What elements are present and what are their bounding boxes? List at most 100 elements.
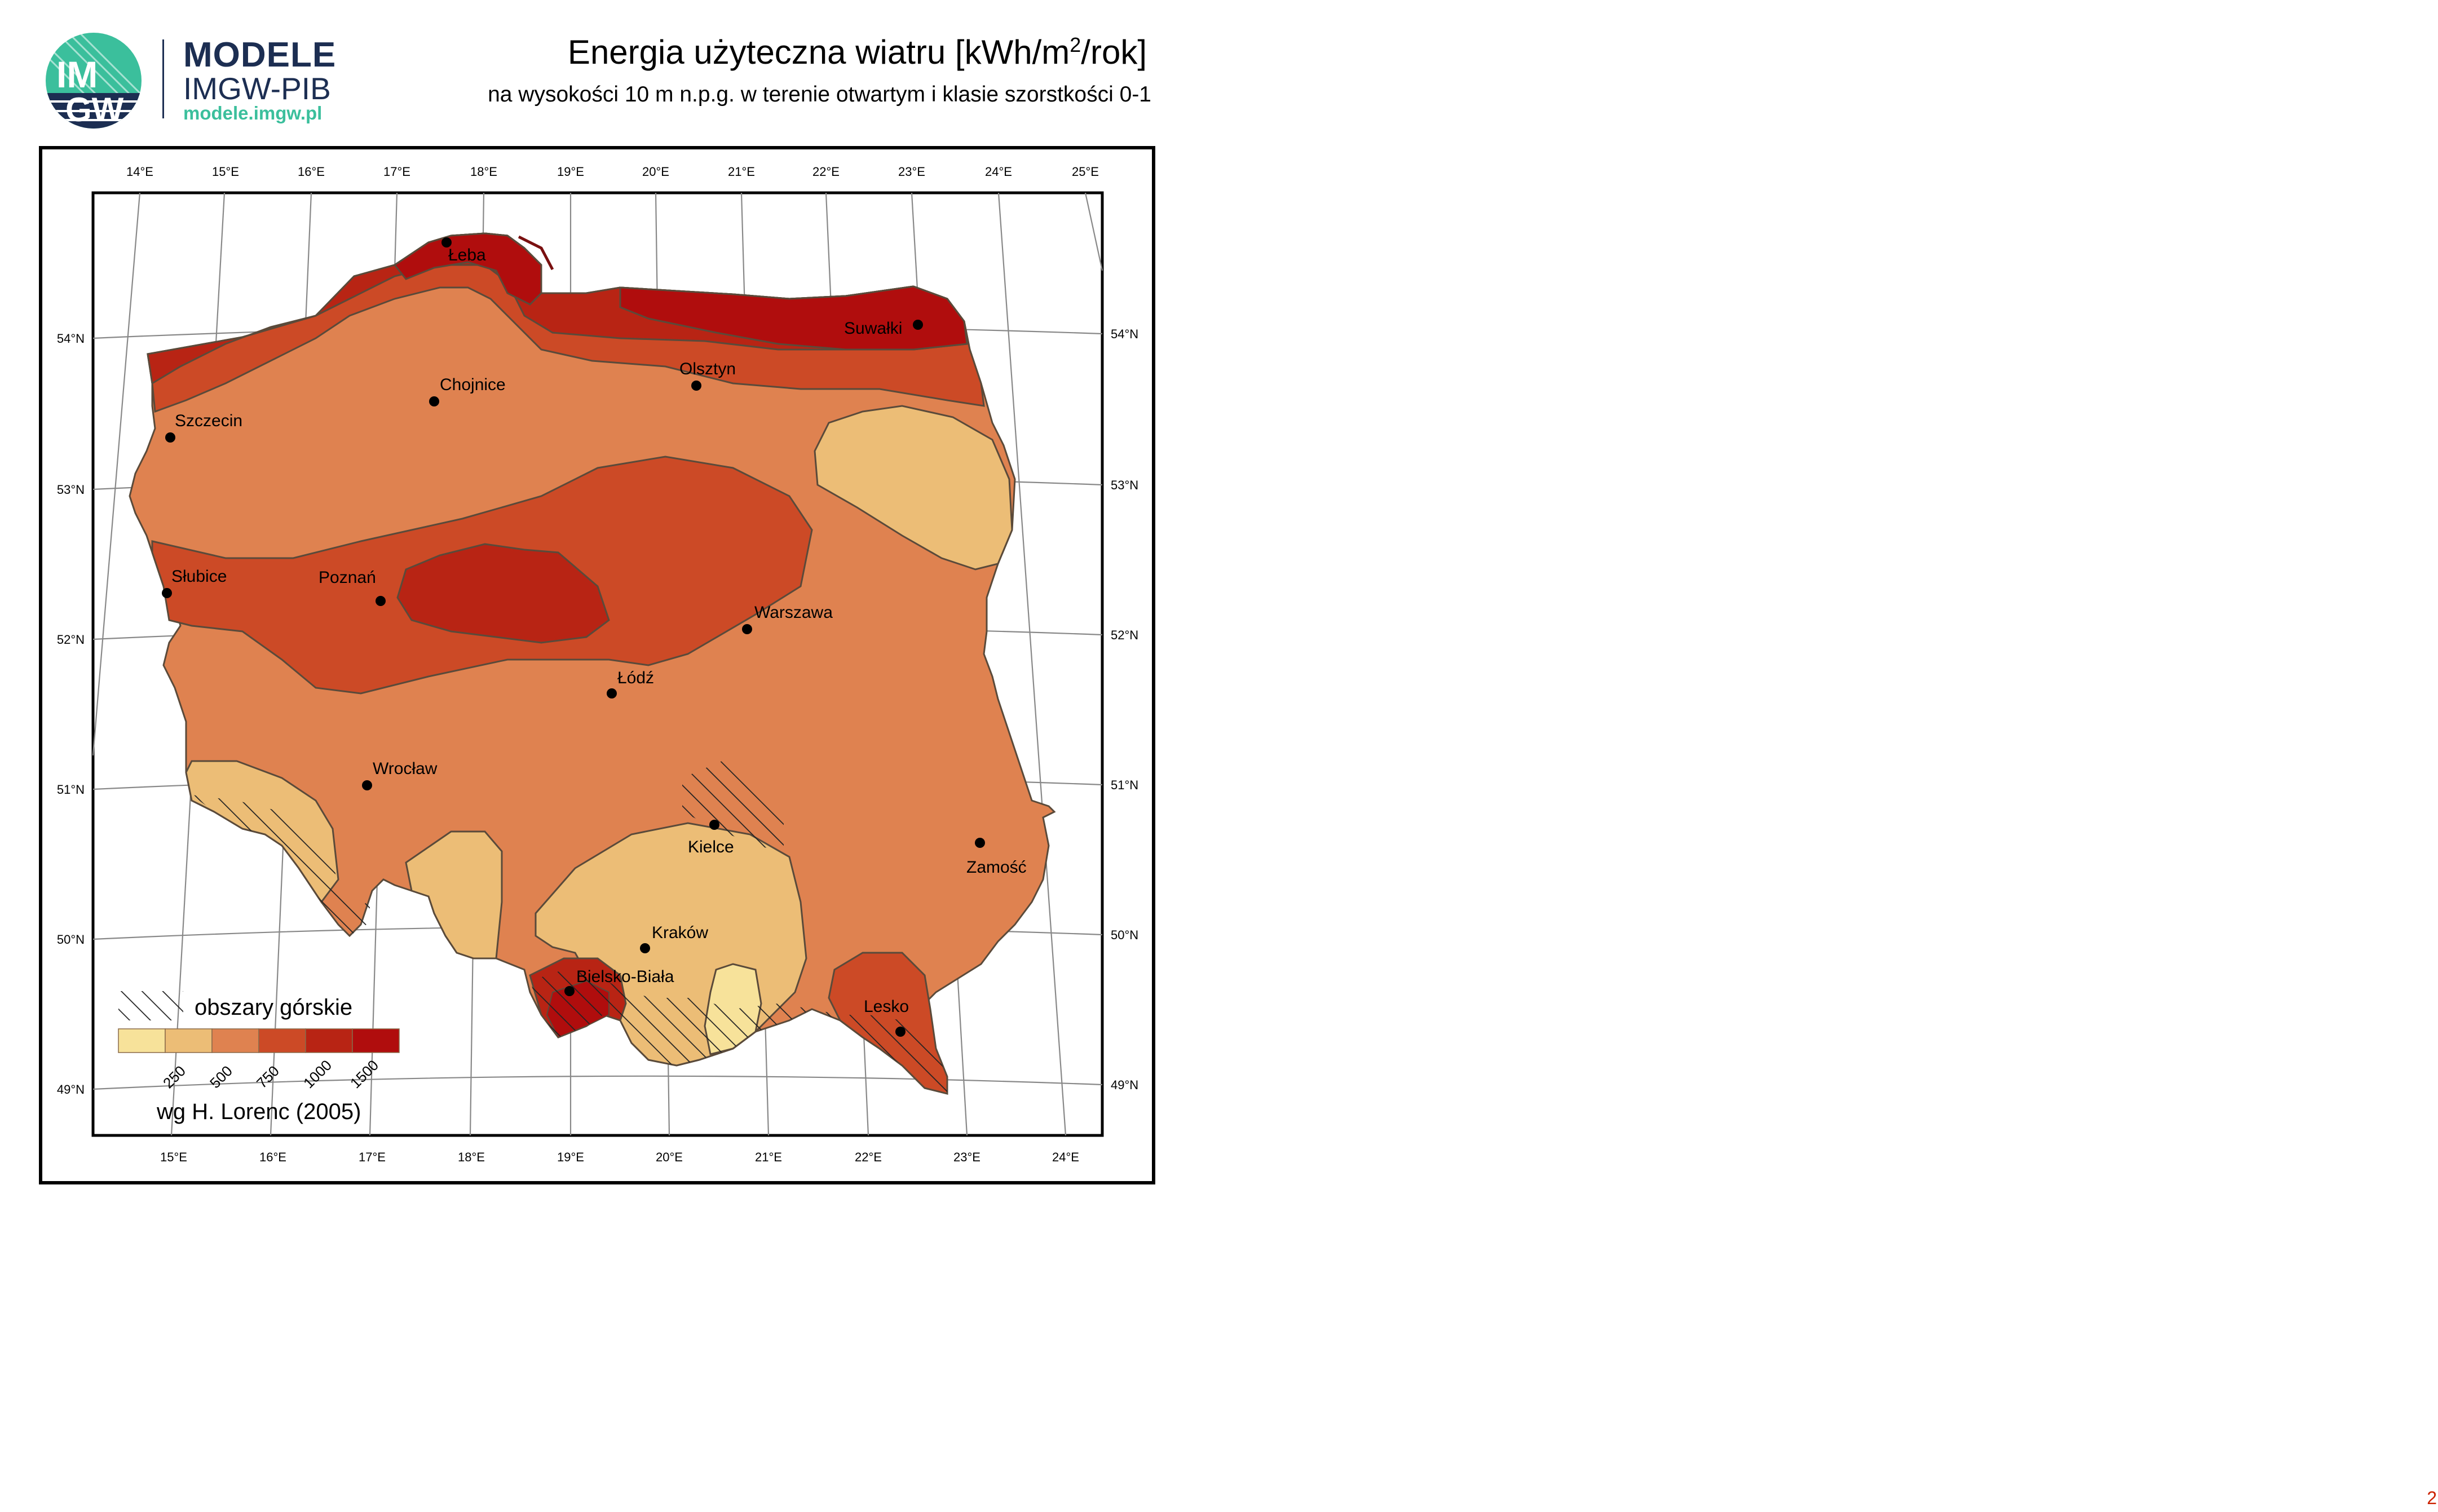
right-lat-labels: 54°N 53°N 52°N 51°N 50°N 49°N bbox=[1111, 327, 1138, 1092]
legend-break-750: 750 bbox=[253, 1062, 282, 1091]
top-lon-labels: 14°E 15°E 16°E 17°E 18°E 19°E 20°E 21°E … bbox=[126, 165, 1099, 179]
right-lat-label: 51°N bbox=[1111, 778, 1138, 792]
bottom-lon-label: 17°E bbox=[359, 1150, 386, 1164]
logo-text-top: IM bbox=[56, 54, 98, 95]
top-lon-label: 14°E bbox=[126, 165, 153, 179]
left-lat-label: 54°N bbox=[57, 331, 85, 346]
region-above-1500-northeast bbox=[619, 285, 968, 351]
logo-divider bbox=[162, 39, 164, 118]
bottom-lon-label: 19°E bbox=[557, 1150, 584, 1164]
legend-break-1500: 1500 bbox=[347, 1056, 382, 1091]
city-label-olsztyn: Olsztyn bbox=[679, 360, 736, 378]
top-lon-label: 15°E bbox=[212, 165, 239, 179]
top-lon-label: 16°E bbox=[298, 165, 325, 179]
legend-break-250: 250 bbox=[160, 1062, 189, 1091]
title-sup: 2 bbox=[1070, 33, 1081, 56]
region-250-500-silesia bbox=[405, 830, 503, 960]
brand-line2: IMGW-PIB bbox=[183, 71, 331, 106]
top-lon-label: 19°E bbox=[557, 165, 584, 179]
city-label-suwalki: Suwałki bbox=[844, 319, 902, 338]
bottom-lon-labels: 15°E 16°E 17°E 18°E 19°E 20°E 21°E 22°E … bbox=[160, 1150, 1079, 1164]
map-subtitle: na wysokości 10 m n.p.g. w terenie otwar… bbox=[488, 82, 1151, 107]
right-lat-label: 54°N bbox=[1111, 327, 1138, 341]
city-label-chojnice: Chojnice bbox=[440, 375, 506, 394]
bottom-lon-label: 21°E bbox=[755, 1150, 782, 1164]
top-lon-label: 20°E bbox=[642, 165, 669, 179]
top-lon-label: 23°E bbox=[898, 165, 925, 179]
top-lon-label: 22°E bbox=[812, 165, 840, 179]
bottom-lon-label: 23°E bbox=[953, 1150, 980, 1164]
right-lat-label: 53°N bbox=[1111, 478, 1138, 492]
city-label-lodz: Łódź bbox=[617, 669, 654, 687]
map-title: Energia użyteczna wiatru [kWh/m2/rok] bbox=[568, 33, 1147, 72]
city-dot-bielsko-biala bbox=[564, 986, 575, 996]
legend-hatch-swatch bbox=[118, 991, 183, 1020]
city-label-szczecin: Szczecin bbox=[175, 412, 242, 430]
bottom-lon-label: 22°E bbox=[855, 1150, 882, 1164]
right-lat-label: 52°N bbox=[1111, 628, 1138, 642]
hel-peninsula bbox=[518, 235, 554, 271]
logo-text-bottom: GW bbox=[65, 91, 124, 129]
left-lat-label: 49°N bbox=[57, 1082, 85, 1097]
city-dot-krakow bbox=[640, 943, 650, 953]
city-dot-warszawa bbox=[742, 624, 752, 634]
city-label-leba: Łeba bbox=[448, 246, 486, 264]
bottom-lon-label: 18°E bbox=[458, 1150, 485, 1164]
city-label-slubice: Słubice bbox=[171, 567, 227, 586]
top-lon-label: 18°E bbox=[470, 165, 497, 179]
left-lat-labels: 54°N 53°N 52°N 51°N 50°N 49°N bbox=[57, 331, 85, 1097]
legend-swatch-5 bbox=[305, 1028, 353, 1053]
region-above-1500-coast bbox=[393, 232, 542, 306]
city-dot-slubice bbox=[162, 588, 172, 598]
city-label-lesko: Lesko bbox=[864, 997, 909, 1016]
title-main: Energia użyteczna wiatru [kWh/m bbox=[567, 33, 1070, 71]
city-label-warszawa: Warszawa bbox=[754, 603, 833, 622]
bottom-lon-label: 16°E bbox=[259, 1150, 286, 1164]
legend-swatch-2 bbox=[165, 1028, 213, 1053]
city-dot-szczecin bbox=[165, 432, 175, 443]
left-lat-label: 52°N bbox=[57, 633, 85, 647]
city-dot-olsztyn bbox=[691, 381, 701, 391]
legend-swatch-3 bbox=[211, 1028, 259, 1053]
legend-hatch-label: obszary górskie bbox=[195, 995, 352, 1020]
page-number: 2 bbox=[2427, 1488, 2437, 1508]
bottom-lon-label: 15°E bbox=[160, 1150, 187, 1164]
city-label-krakow: Kraków bbox=[652, 923, 708, 942]
city-label-kielce: Kielce bbox=[688, 838, 734, 856]
city-dot-zamosc bbox=[975, 838, 985, 848]
left-lat-label: 51°N bbox=[57, 782, 85, 797]
city-label-poznan: Poznań bbox=[319, 568, 376, 587]
region-250-500-northeast bbox=[814, 405, 1013, 571]
city-dot-poznan bbox=[376, 596, 386, 606]
bottom-lon-label: 20°E bbox=[656, 1150, 683, 1164]
legend-swatch-1 bbox=[118, 1028, 166, 1053]
cities: Łeba Suwałki Chojnice Olsztyn Szczecin S… bbox=[162, 237, 1027, 1037]
imgw-logo: IM GW bbox=[46, 33, 142, 129]
region-1000-1500-central bbox=[396, 543, 610, 644]
legend-break-500: 500 bbox=[206, 1062, 236, 1091]
bottom-lon-label: 24°E bbox=[1052, 1150, 1079, 1164]
legend-break-1000: 1000 bbox=[300, 1056, 335, 1091]
right-lat-label: 49°N bbox=[1111, 1078, 1138, 1092]
city-label-bielsko-biala: Bielsko-Biała bbox=[576, 967, 674, 986]
top-lon-label: 21°E bbox=[728, 165, 755, 179]
city-label-wroclaw: Wrocław bbox=[373, 759, 438, 778]
top-lon-label: 24°E bbox=[985, 165, 1012, 179]
brand-line1: MODELE bbox=[183, 36, 337, 74]
city-dot-suwalki bbox=[913, 320, 923, 330]
city-dot-lodz bbox=[607, 688, 617, 698]
city-label-zamosc: Zamość bbox=[966, 858, 1027, 877]
city-dot-lesko bbox=[895, 1027, 906, 1037]
left-lat-label: 53°N bbox=[57, 483, 85, 497]
top-lon-label: 25°E bbox=[1072, 165, 1099, 179]
brand-url[interactable]: modele.imgw.pl bbox=[183, 103, 323, 123]
mountain-hatch bbox=[192, 761, 947, 1094]
top-lon-label: 17°E bbox=[383, 165, 410, 179]
map-credit: wg H. Lorenc (2005) bbox=[156, 1099, 361, 1124]
legend-swatch-4 bbox=[258, 1028, 306, 1053]
map-outer-frame bbox=[39, 146, 1155, 1184]
legend-swatch-6 bbox=[352, 1028, 400, 1053]
map-inner-frame bbox=[91, 191, 1104, 1137]
city-dot-chojnice bbox=[429, 396, 439, 406]
